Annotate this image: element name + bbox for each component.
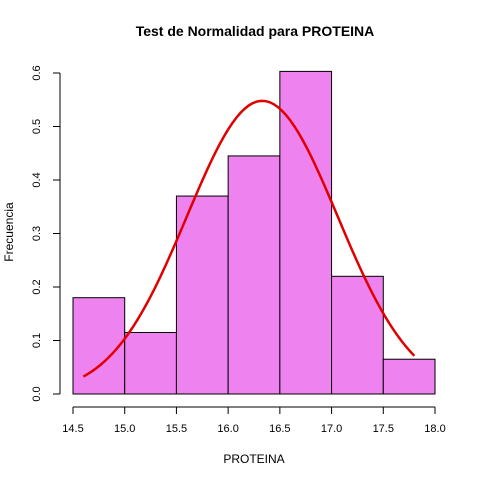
y-tick-label: 0.0 <box>31 386 43 401</box>
bars-group <box>72 70 436 395</box>
histogram-bar-0 <box>72 297 126 395</box>
histogram-bar-3 <box>227 155 281 395</box>
x-tick-label: 15.5 <box>166 423 187 435</box>
x-tick-label: 17.5 <box>373 423 394 435</box>
x-tick-label: 14.5 <box>62 423 83 435</box>
x-tick-label: 18.0 <box>424 423 445 435</box>
y-tick-label: 0.1 <box>31 333 43 348</box>
x-tick-label: 17.0 <box>321 423 342 435</box>
y-axis: 0.0 0.1 0.2 0.3 0.4 0.5 0.6 <box>31 65 61 402</box>
histogram-bar-4 <box>279 70 333 395</box>
y-tick-label: 0.6 <box>31 65 43 80</box>
x-tick-label: 16.5 <box>269 423 290 435</box>
x-axis: 14.5 15.0 15.5 16.0 16.5 17.0 17.5 18.0 <box>62 406 446 435</box>
histogram-bar-5 <box>331 275 384 395</box>
x-tick-label: 15.0 <box>114 423 135 435</box>
x-axis-label: PROTEINA <box>223 452 284 466</box>
x-tick-label: 16.0 <box>217 423 238 435</box>
normal-curve-group <box>82 99 416 378</box>
histogram-bar-2 <box>175 195 229 395</box>
y-tick-label: 0.2 <box>31 279 43 294</box>
chart-title: Test de Normalidad para PROTEINA <box>136 23 375 39</box>
histogram-bar-6 <box>382 358 436 395</box>
normal-curve-line <box>82 99 416 378</box>
y-axis-label: Frecuencia <box>2 202 16 262</box>
histogram-bar-1 <box>124 331 177 395</box>
y-tick-label: 0.5 <box>31 119 43 134</box>
y-tick-label: 0.3 <box>31 226 43 241</box>
y-tick-label: 0.4 <box>31 172 43 187</box>
